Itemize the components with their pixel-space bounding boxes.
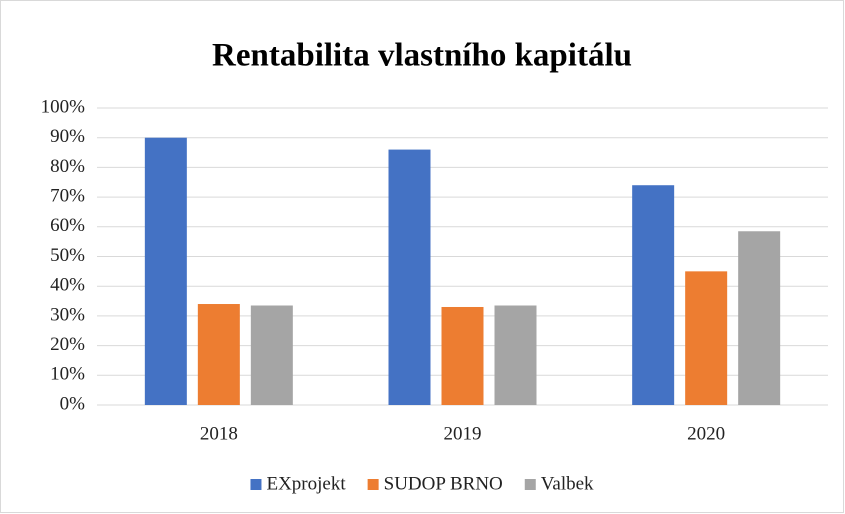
bar xyxy=(441,306,484,405)
legend-swatch xyxy=(367,479,379,490)
y-tick-label: 80% xyxy=(50,156,85,177)
legend-swatch xyxy=(524,479,536,490)
bar xyxy=(144,137,187,405)
y-tick-label: 20% xyxy=(50,334,85,355)
bar xyxy=(685,271,728,405)
y-tick-label: 90% xyxy=(50,126,85,147)
bar xyxy=(388,149,431,405)
y-tick-label: 30% xyxy=(50,304,85,325)
legend-swatch xyxy=(250,479,262,490)
bar xyxy=(738,231,781,405)
y-tick-label: 40% xyxy=(50,275,85,296)
legend-label: EXprojekt xyxy=(266,473,346,494)
y-tick-label: 60% xyxy=(50,215,85,236)
bar xyxy=(494,305,537,405)
y-tick-label: 50% xyxy=(50,245,85,266)
x-tick-label: 2018 xyxy=(200,423,238,444)
y-tick-label: 10% xyxy=(50,364,85,385)
chart-title: Rentabilita vlastního kapitálu xyxy=(212,38,632,74)
bar xyxy=(250,305,293,405)
x-tick-label: 2019 xyxy=(444,423,482,444)
legend-label: Valbek xyxy=(541,473,594,494)
y-tick-label: 70% xyxy=(50,185,85,206)
legend-label: SUDOP BRNO xyxy=(384,473,503,494)
y-tick-label: 0% xyxy=(60,393,86,414)
y-tick-label: 100% xyxy=(41,96,86,117)
bar xyxy=(632,185,675,405)
x-tick-label: 2020 xyxy=(687,423,725,444)
bar xyxy=(197,304,240,405)
